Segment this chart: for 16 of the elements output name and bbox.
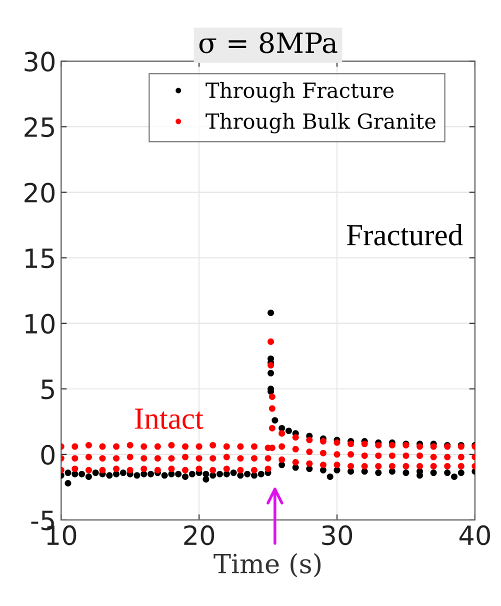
y-tick-label: 30 (24, 52, 55, 72)
y-tick-label: 25 (24, 117, 54, 138)
y-tick-label: 0 (41, 444, 55, 465)
x-tick-label: 20 (184, 525, 214, 546)
legend-label: Through Bulk Granite (206, 112, 436, 134)
chart-title: σ = 8MPa (199, 32, 338, 54)
y-tick-label: 5 (42, 380, 54, 400)
x-tick-label: 40 (459, 525, 490, 546)
annotation: Intact (135, 408, 204, 429)
legend-label: Through Fracture (206, 82, 394, 102)
x-tick-label: 30 (322, 525, 352, 546)
y-tick-label: 20 (24, 182, 55, 203)
x-axis-title: Time (s) (214, 553, 321, 578)
y-tick-label: 15 (26, 248, 54, 268)
y-tick-label: 10 (26, 314, 55, 334)
annotation: Fractured (346, 224, 463, 246)
